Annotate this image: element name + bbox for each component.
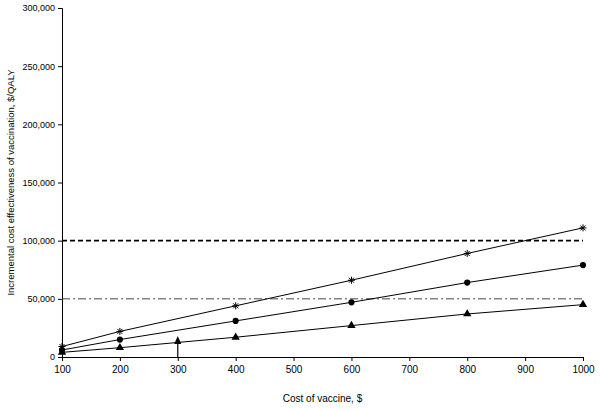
- x-tick-mark: [583, 357, 584, 361]
- x-tick-label: 900: [517, 364, 534, 375]
- y-tick-mark: [58, 183, 62, 184]
- series-marker: [580, 224, 587, 231]
- series-marker: [580, 262, 586, 268]
- x-tick: 200: [112, 357, 129, 375]
- y-tick-label: 300,000: [22, 3, 55, 13]
- arrow-shaft: [177, 342, 178, 357]
- x-tick: 1000: [572, 357, 595, 375]
- y-tick-mark: [58, 8, 62, 9]
- plot: 100 200 300 400 500 600 700 800 900 1000 0 50,000 10…: [22, 3, 595, 375]
- x-tick: 900: [517, 357, 534, 375]
- series-marker: [116, 328, 123, 335]
- y-tick: 150,000: [22, 178, 62, 188]
- y-tick: 300,000: [22, 3, 62, 13]
- series-marker: [464, 279, 470, 285]
- y-tick-label: 250,000: [22, 62, 55, 72]
- x-tick-mark: [409, 357, 410, 361]
- x-tick: 700: [401, 357, 418, 375]
- series-marker: [348, 299, 354, 305]
- x-tick-mark: [525, 357, 526, 361]
- y-tick-label: 200,000: [22, 120, 55, 130]
- x-tick-label: 800: [459, 364, 476, 375]
- reference-line: [62, 298, 583, 299]
- y-tick: 200,000: [22, 120, 62, 130]
- y-tick-label: 0: [50, 352, 55, 362]
- plot-area: [58, 224, 587, 357]
- x-tick-label: 100: [54, 364, 71, 375]
- x-tick: 500: [286, 357, 303, 375]
- reference-line: [62, 240, 583, 242]
- y-tick-mark: [58, 241, 62, 242]
- series-marker: [58, 348, 66, 355]
- x-tick-mark: [120, 357, 121, 361]
- x-tick-label: 700: [401, 364, 418, 375]
- series-marker: [463, 309, 471, 316]
- series-line: [62, 305, 583, 353]
- y-tick-label: 50,000: [27, 294, 55, 304]
- x-tick-mark: [294, 357, 295, 361]
- y-tick-mark: [58, 124, 62, 125]
- x-tick-mark: [236, 357, 237, 361]
- x-tick-mark: [467, 357, 468, 361]
- x-tick-label: 600: [344, 364, 361, 375]
- x-axis: 100 200 300 400 500 600 700 800 900 1000: [54, 357, 595, 375]
- y-tick-mark: [58, 66, 62, 67]
- y-axis-line: [58, 9, 63, 358]
- series-marker: [464, 250, 471, 257]
- x-tick-label: 200: [112, 364, 129, 375]
- x-tick-label: 300: [170, 364, 187, 375]
- x-tick-label: 1000: [572, 364, 595, 375]
- y-tick-label: 150,000: [22, 178, 55, 188]
- x-tick-label: 400: [228, 364, 245, 375]
- x-tick: 400: [228, 357, 245, 375]
- y-axis-title: Incremental cost effectiveness of vaccin…: [5, 69, 16, 296]
- series-marker: [117, 336, 123, 342]
- y-tick: 100,000: [22, 236, 62, 246]
- x-tick: 800: [459, 357, 476, 375]
- x-axis-title: Cost of vaccine, $: [283, 393, 363, 404]
- x-tick: 100: [54, 357, 71, 375]
- series-marker: [232, 302, 239, 309]
- x-tick-mark: [178, 357, 179, 361]
- series-marker: [347, 321, 355, 328]
- y-tick-label: 100,000: [22, 236, 55, 246]
- x-tick: 300: [170, 357, 187, 375]
- y-axis: 0 50,000 100,000 150,000 200,000 250,000 300,0…: [22, 3, 62, 362]
- series-marker: [348, 277, 355, 284]
- y-tick-mark: [58, 357, 62, 358]
- x-tick: 600: [344, 357, 361, 375]
- chart: 100 200 300 400 500 600 700 800 900 1000 0 50,000 10…: [0, 0, 600, 410]
- series-marker: [579, 300, 587, 307]
- y-tick: 50,000: [27, 294, 62, 304]
- x-tick-mark: [351, 357, 352, 361]
- series-marker: [232, 332, 240, 339]
- x-axis-line: [63, 358, 584, 362]
- y-tick-mark: [58, 299, 62, 300]
- y-tick: 250,000: [22, 62, 62, 72]
- series-marker: [233, 318, 239, 324]
- x-tick-label: 500: [286, 364, 303, 375]
- series-line: [62, 265, 583, 350]
- series-marker: [116, 343, 124, 350]
